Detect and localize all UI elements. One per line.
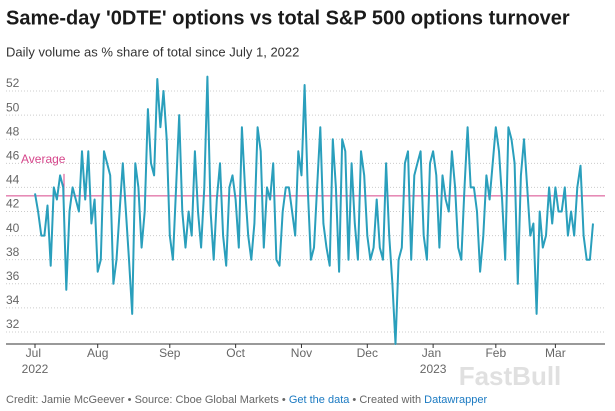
y-tick-label: 34 bbox=[6, 293, 20, 307]
x-tick-label: Oct bbox=[226, 346, 245, 360]
y-tick-label: 46 bbox=[6, 148, 20, 162]
created: Created with bbox=[359, 394, 421, 406]
series-line bbox=[34, 75, 594, 345]
y-tick-label: 40 bbox=[6, 221, 20, 235]
chart-subtitle: Daily volume as % share of total since J… bbox=[6, 44, 299, 59]
y-tick-label: 36 bbox=[6, 269, 20, 283]
x-tick-label: Feb bbox=[485, 346, 506, 360]
average-label: Average bbox=[21, 152, 66, 166]
x-tick-label: Dec bbox=[357, 346, 378, 360]
x-tick-label: Mar bbox=[545, 346, 566, 360]
footer: Credit: Jamie McGeever • Source: Cboe Gl… bbox=[6, 394, 487, 406]
x-tick-label: Jan 2023 bbox=[420, 346, 447, 376]
y-tick-label: 42 bbox=[6, 197, 20, 211]
credit: Credit: Jamie McGeever bbox=[6, 394, 125, 406]
x-tick-label: Nov bbox=[291, 346, 312, 360]
y-tick-label: 48 bbox=[6, 124, 20, 138]
footer-text: Credit: Jamie McGeever • Source: Cboe Gl… bbox=[6, 394, 487, 406]
source: Source: Cboe Global Markets bbox=[135, 394, 280, 406]
y-tick-label: 32 bbox=[6, 317, 20, 331]
y-tick-label: 38 bbox=[6, 245, 20, 259]
watermark: FastBull bbox=[459, 361, 562, 391]
y-tick-label: 50 bbox=[6, 100, 20, 114]
data-link[interactable]: Get the data bbox=[289, 394, 350, 406]
tool-link[interactable]: Datawrapper bbox=[424, 394, 487, 406]
y-tick-label: 44 bbox=[6, 173, 20, 187]
x-tick-label: Aug bbox=[87, 346, 108, 360]
chart-title: Same-day '0DTE' options vs total S&P 500… bbox=[6, 7, 570, 29]
x-tick-label: Jul 2022 bbox=[22, 346, 49, 376]
y-tick-label: 52 bbox=[6, 76, 20, 90]
x-tick-label: Sep bbox=[159, 346, 181, 360]
